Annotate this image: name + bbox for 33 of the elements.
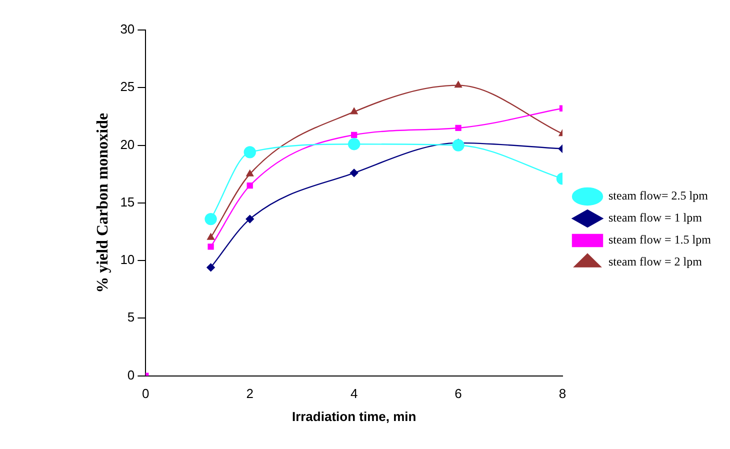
- point: [208, 244, 214, 250]
- legend-label: steam flow= 2.5 lpm: [608, 188, 709, 203]
- point: [350, 108, 358, 114]
- x-tick-label: 4: [350, 386, 358, 402]
- point: [351, 132, 358, 138]
- point: [452, 139, 464, 152]
- x-tick-label: 0: [142, 386, 150, 402]
- y-tick-label: 5: [127, 310, 135, 325]
- y-tick-label: 0: [127, 367, 135, 382]
- y-tick-label: 15: [120, 194, 135, 210]
- y-tick-label: 20: [120, 136, 135, 152]
- y-tick-label: 25: [120, 79, 135, 94]
- legend-label: steam flow = 2 lpm: [608, 254, 703, 269]
- point: [244, 146, 256, 158]
- legend-label: steam flow = 1.5 lpm: [608, 232, 712, 247]
- point: [246, 182, 253, 189]
- point: [455, 124, 462, 132]
- x-tick-label: 2: [246, 386, 254, 402]
- point: [350, 168, 358, 178]
- point: [246, 214, 254, 224]
- point: [246, 170, 254, 176]
- point: [454, 81, 462, 88]
- y-tick-label: 30: [120, 22, 135, 37]
- point: [204, 212, 217, 226]
- x-tick-label: 8: [558, 386, 566, 402]
- y-axis-title: % yield Carbon monoxide: [94, 112, 112, 293]
- x-axis-title: Irradiation time, min: [292, 408, 416, 424]
- point: [206, 263, 215, 272]
- point: [348, 138, 360, 150]
- legend-label: steam flow = 1 lpm: [608, 210, 703, 225]
- x-tick-label: 6: [454, 386, 462, 402]
- point: [207, 233, 214, 240]
- y-tick-label: 10: [120, 252, 135, 268]
